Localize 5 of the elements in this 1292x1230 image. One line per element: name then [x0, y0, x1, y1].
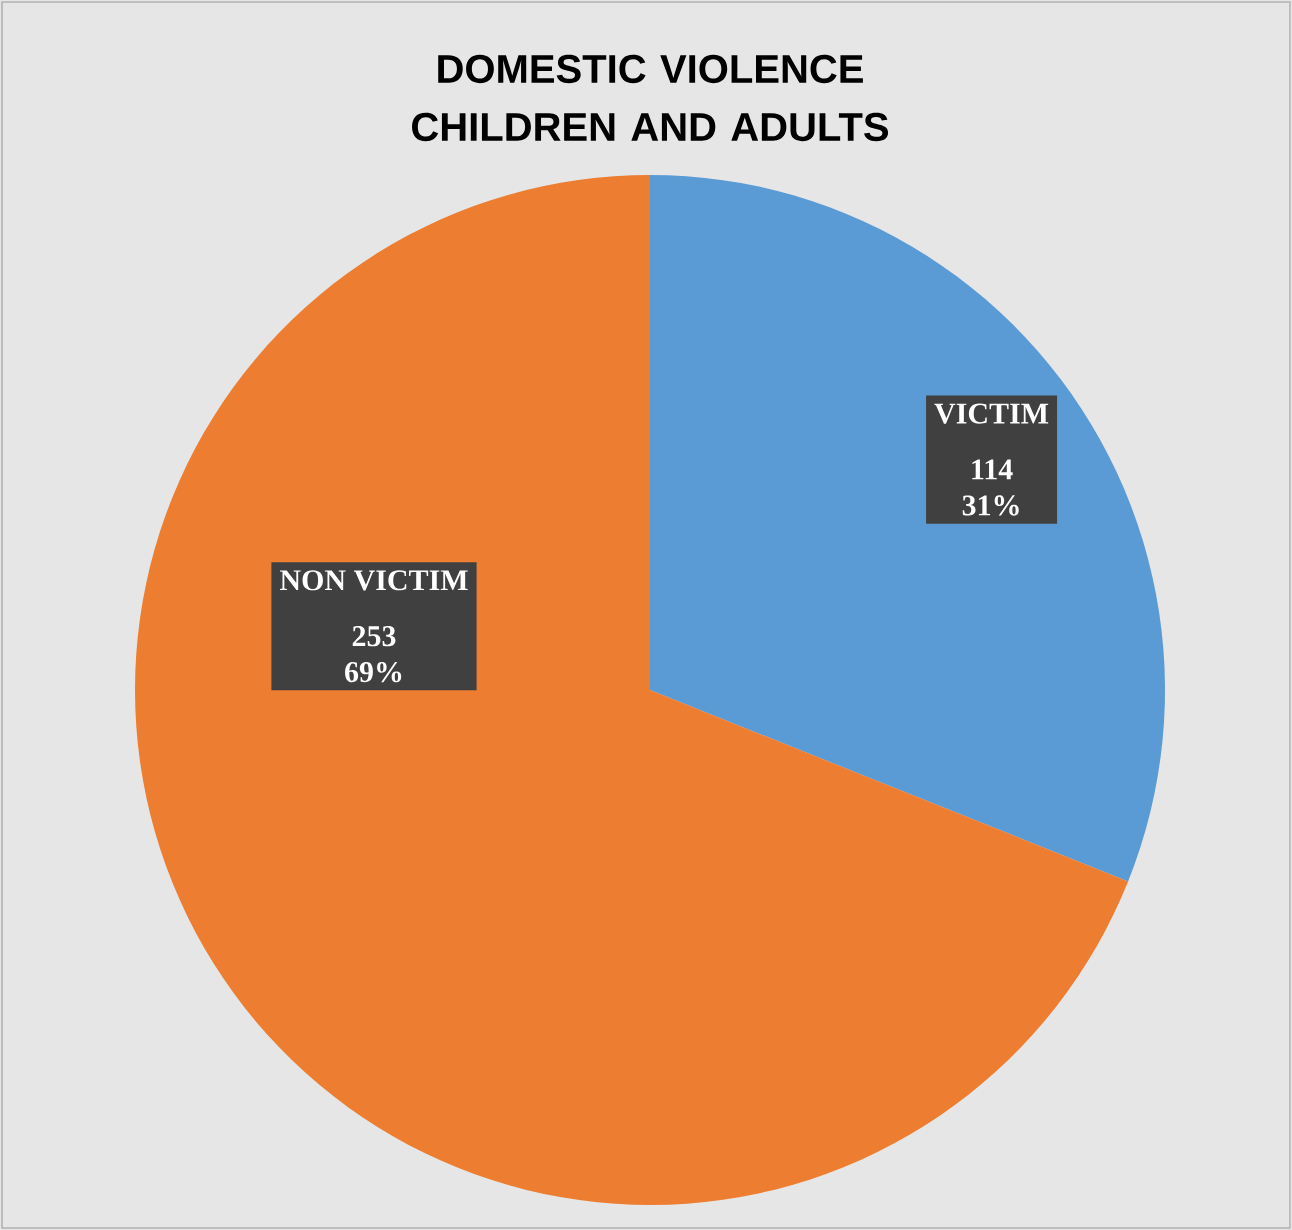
data-label: 114 31% — [962, 459, 1019, 516]
chart-title: DOMESTIC VIOLENCE CHILDREN AND ADULTS — [412, 54, 889, 142]
slice-label: NON VICTIM — [279, 570, 468, 591]
data-label: 253 69% — [345, 626, 402, 683]
slice-label: VICTIM — [934, 403, 1049, 424]
